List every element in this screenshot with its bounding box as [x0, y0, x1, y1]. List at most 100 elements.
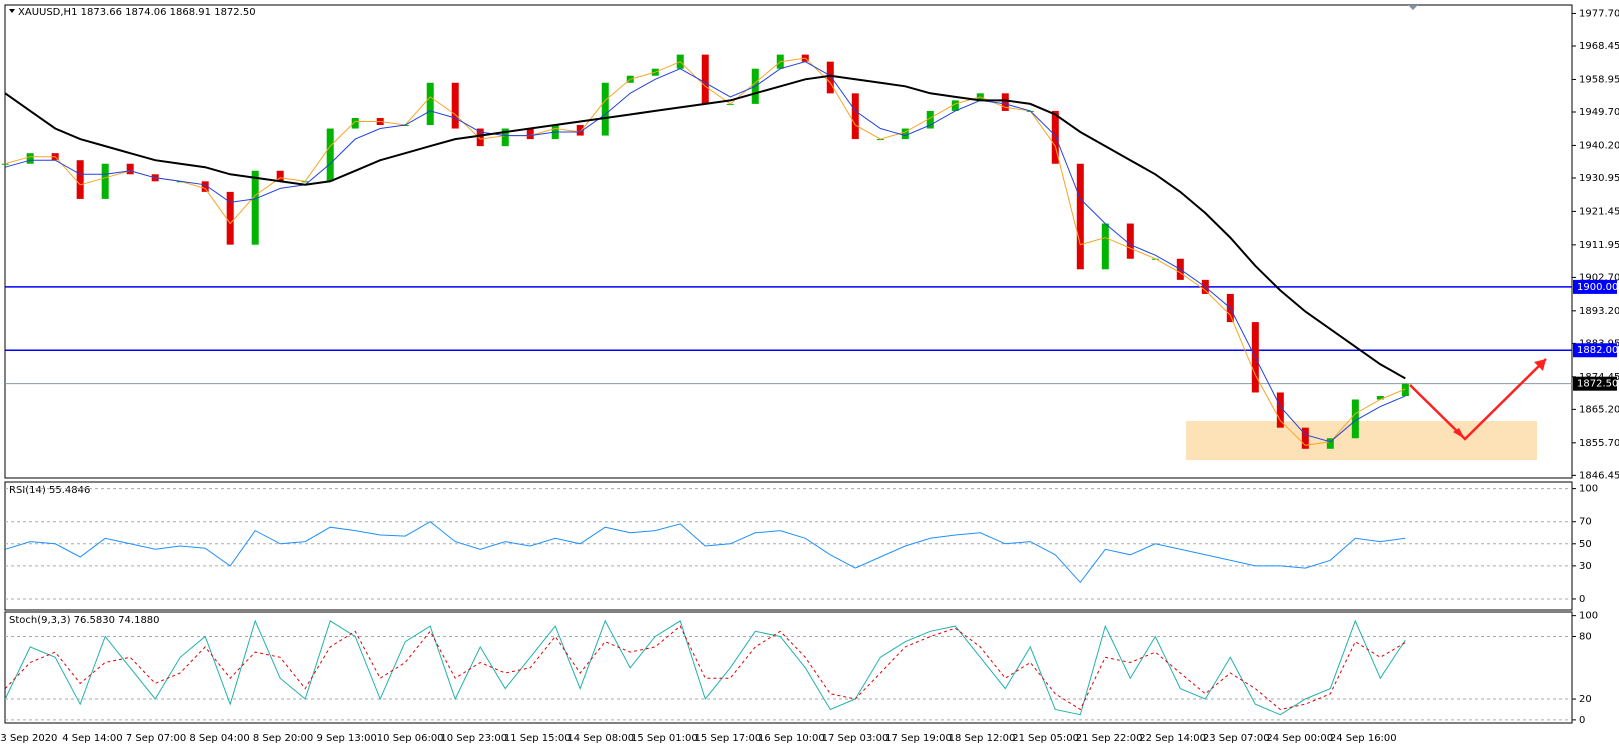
- y-tick-label: 50: [1579, 539, 1592, 550]
- x-tick-label: 17 Sep 03:00: [822, 733, 889, 744]
- x-tick-label: 15 Sep 17:00: [695, 733, 762, 744]
- candle: [701, 54, 709, 104]
- x-tick-label: 17 Sep 19:00: [885, 733, 952, 744]
- x-tick-label: 8 Sep 04:00: [189, 733, 249, 744]
- indicator-line: [4, 74, 1406, 380]
- y-tick-label: 1902.70: [1579, 272, 1619, 283]
- y-tick-label: 100: [1579, 484, 1598, 495]
- x-tick-label: 10 Sep 06:00: [377, 733, 444, 744]
- candle: [1, 163, 9, 165]
- indicator-line: [5, 521, 1406, 584]
- candle: [526, 128, 534, 140]
- candle: [426, 82, 434, 126]
- arrow-head: [1534, 359, 1546, 371]
- indicator-line: [4, 619, 1406, 716]
- candle: [1101, 223, 1109, 270]
- candle: [1076, 163, 1084, 270]
- indicator-line: [4, 625, 1406, 711]
- candle: [351, 117, 359, 129]
- level-label-box: [1573, 343, 1617, 358]
- candle: [126, 163, 134, 175]
- candle: [1276, 392, 1284, 428]
- x-tick-label: 8 Sep 20:00: [253, 733, 313, 744]
- x-tick-label: 7 Sep 07:00: [126, 733, 186, 744]
- rsi-title: RSI(14) 55.4846: [9, 485, 90, 496]
- last-price-box: [1573, 376, 1617, 391]
- y-tick-label: 20: [1579, 694, 1592, 705]
- x-tick-label: 16 Sep 10:00: [758, 733, 825, 744]
- arrow-head: [1453, 428, 1465, 439]
- candle: [1401, 383, 1409, 396]
- y-tick-label: 1846.45: [1579, 470, 1619, 481]
- stoch-title: Stoch(9,3,3) 76.5830 74.1880: [9, 615, 160, 626]
- x-tick-label: 3 Sep 2020: [0, 733, 57, 744]
- y-tick-label: 1977.70: [1579, 8, 1619, 19]
- candle: [1051, 110, 1059, 164]
- candle: [901, 128, 909, 140]
- candle: [301, 181, 309, 183]
- shift-marker: [1408, 5, 1418, 10]
- main-title: XAUUSD,H1 1873.66 1874.06 1868.91 1872.5…: [18, 7, 256, 18]
- menu-triangle: [9, 9, 15, 13]
- candle: [401, 125, 409, 127]
- candle: [826, 61, 834, 94]
- candle: [851, 93, 859, 140]
- candle: [251, 170, 259, 245]
- candle: [1301, 427, 1309, 449]
- x-tick-label: 24 Sep 00:00: [1266, 733, 1333, 744]
- candle: [326, 128, 334, 182]
- x-tick-label: 4 Sep 14:00: [62, 733, 122, 744]
- candle: [1376, 395, 1384, 400]
- candle: [201, 181, 209, 192]
- indicator-line: [5, 61, 1406, 443]
- y-tick-label: 1865.20: [1579, 404, 1619, 415]
- candle: [76, 160, 84, 199]
- x-tick-label: 24 Sep 16:00: [1330, 733, 1397, 744]
- main-panel: [4, 4, 1573, 479]
- rsi-panel: [4, 481, 1573, 611]
- candle: [451, 82, 459, 129]
- candle: [101, 163, 109, 199]
- y-tick-label: 1968.45: [1579, 41, 1619, 52]
- x-tick-label: 15 Sep 01:00: [631, 733, 698, 744]
- x-tick-label: 22 Sep 14:00: [1139, 733, 1206, 744]
- y-tick-label: 1893.20: [1579, 306, 1619, 317]
- candle: [926, 110, 934, 129]
- y-tick-label: 70: [1579, 517, 1592, 528]
- support-zone: [1186, 421, 1537, 460]
- indicator-line: [5, 57, 1406, 446]
- x-tick-label: 21 Sep 05:00: [1012, 733, 1079, 744]
- stoch-panel: [4, 611, 1573, 724]
- level-label: 1882.00: [1577, 345, 1618, 356]
- candle: [1001, 93, 1009, 111]
- marks: 1977.70 1968.45 1958.95 1949.70 1940.20 1930.…: [0, 8, 1619, 744]
- last-price-label: 1872.50: [1577, 379, 1618, 390]
- candle: [26, 153, 34, 164]
- candle: [226, 191, 234, 245]
- y-tick-label: 30: [1579, 561, 1592, 572]
- level-label: 1900.00: [1577, 282, 1618, 293]
- y-tick-label: 80: [1579, 631, 1592, 642]
- level-label-box: [1573, 279, 1617, 294]
- x-tick-label: 14 Sep 08:00: [567, 733, 634, 744]
- candle: [1126, 223, 1134, 259]
- y-tick-label: 1930.95: [1579, 173, 1619, 184]
- y-tick-label: 1855.70: [1579, 438, 1619, 449]
- y-tick-label: 0: [1579, 715, 1585, 726]
- candle: [576, 125, 584, 136]
- y-tick-label: 100: [1579, 611, 1598, 622]
- candle: [951, 100, 959, 111]
- y-tick-label: 1921.45: [1579, 206, 1619, 217]
- candle: [1326, 438, 1334, 449]
- candle: [276, 170, 284, 182]
- x-tick-label: 9 Sep 13:00: [316, 733, 376, 744]
- y-tick-label: 1940.20: [1579, 140, 1619, 151]
- y-tick-label: 1949.70: [1579, 107, 1619, 118]
- x-tick-label: 11 Sep 15:00: [504, 733, 571, 744]
- x-tick-label: 23 Sep 07:00: [1203, 733, 1270, 744]
- x-tick-label: 21 Sep 22:00: [1076, 733, 1143, 744]
- y-tick-label: 0: [1579, 594, 1585, 605]
